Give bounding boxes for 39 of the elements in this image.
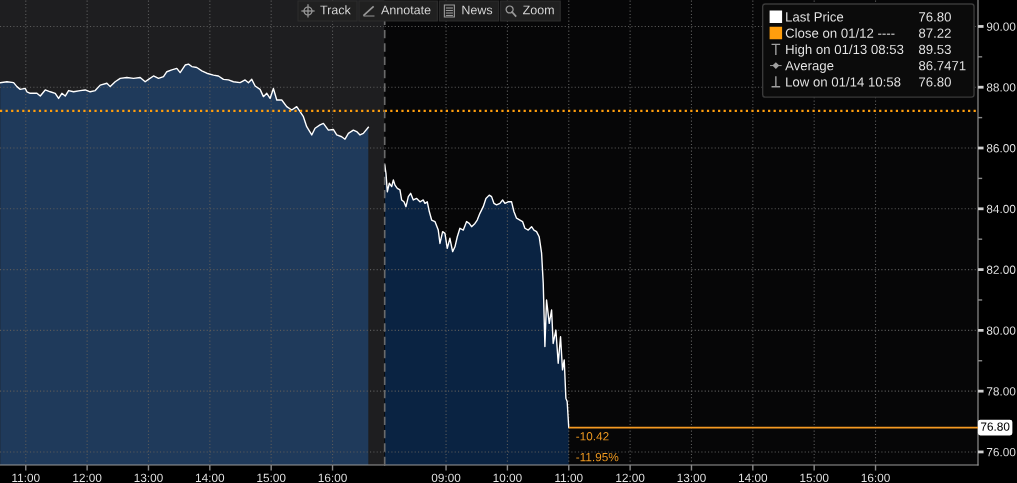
- x-tick-label: 09:00: [431, 473, 461, 482]
- x-tick-label: 12:00: [73, 473, 102, 482]
- annotation: -10.42: [576, 432, 609, 441]
- y-tick-label: 90.00: [986, 22, 1016, 31]
- y-tick-label: 84.00: [986, 204, 1016, 214]
- annotation: Low on 01/14 10:58: [786, 76, 901, 87]
- annotation: 76.80: [919, 77, 951, 87]
- x-tick-label: 15:00: [257, 473, 286, 482]
- annotation: News: [462, 5, 493, 15]
- x-tick-label: 14:00: [738, 473, 768, 482]
- annotation: Average: [785, 61, 834, 73]
- y-tick-label: 80.00: [986, 326, 1016, 335]
- x-tick-label: 16:00: [861, 473, 890, 482]
- y-tick-label: 76.00: [986, 447, 1016, 457]
- annotation: 86.7471: [919, 61, 966, 71]
- annotation: High on 01/13 08:53: [786, 44, 904, 57]
- annotation: 89.53: [919, 44, 951, 55]
- legend-label: Last Price: [786, 11, 844, 22]
- annotation: Track: [320, 5, 351, 15]
- x-tick-label: 13:00: [677, 473, 706, 482]
- x-tick-label: 11:00: [12, 473, 40, 482]
- y-tick-label: 88.00: [986, 83, 1016, 92]
- x-tick-label: 11:00: [555, 473, 583, 482]
- y-tick-label: 78.00: [986, 387, 1016, 396]
- x-tick-label: 14:00: [195, 473, 225, 482]
- y-tick-label: 82.00: [986, 265, 1016, 274]
- x-tick-label: 10:00: [493, 473, 522, 482]
- annotation: Zoom: [523, 5, 554, 15]
- annotation: 76.80: [919, 12, 951, 22]
- x-tick-label: 13:00: [134, 473, 163, 482]
- annotation: 87.22: [919, 28, 951, 38]
- y-tick-label: 86.00: [986, 144, 1016, 153]
- annotation: Annotate: [381, 5, 431, 15]
- ref-line-label: 76.80: [980, 422, 1010, 431]
- annotation: -11.95%: [576, 452, 619, 462]
- legend-label: Close on 01/12 ----: [785, 28, 895, 38]
- x-tick-label: 16:00: [318, 473, 347, 482]
- x-tick-label: 15:00: [800, 473, 829, 482]
- x-tick-label: 12:00: [616, 473, 645, 482]
